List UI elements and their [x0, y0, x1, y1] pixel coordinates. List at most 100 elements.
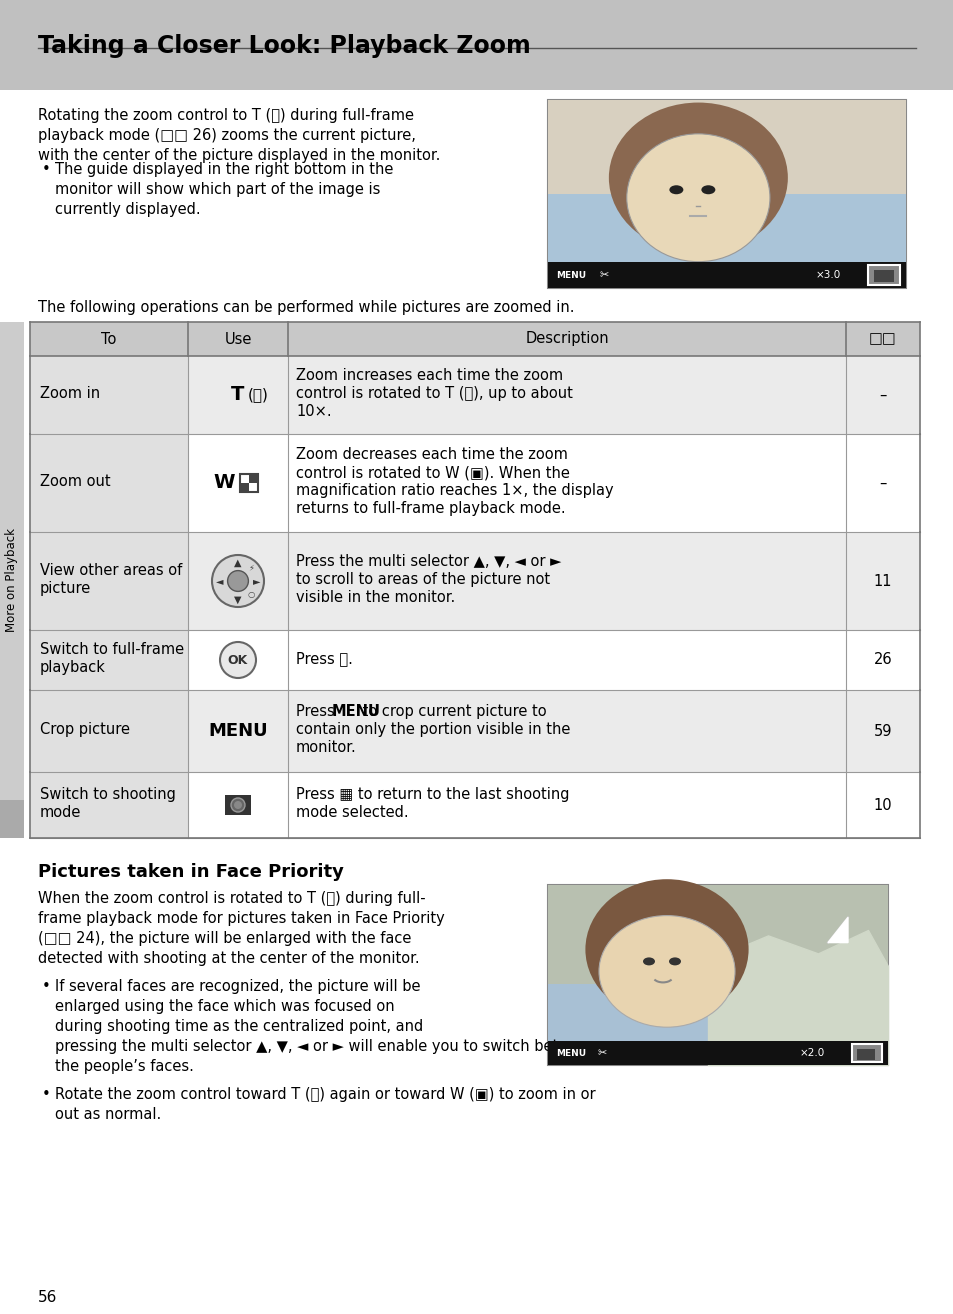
- Text: Taking a Closer Look: Playback Zoom: Taking a Closer Look: Playback Zoom: [38, 34, 530, 58]
- Text: MENU: MENU: [208, 721, 268, 740]
- Bar: [547, 1041, 887, 1066]
- Bar: [0, 322, 24, 838]
- Text: –: –: [879, 388, 885, 402]
- Bar: [851, 1045, 882, 1062]
- Text: The guide displayed in the right bottom in the: The guide displayed in the right bottom …: [55, 162, 393, 177]
- Text: Description: Description: [525, 331, 608, 347]
- Ellipse shape: [669, 185, 682, 194]
- Text: ×2.0: ×2.0: [800, 1049, 824, 1058]
- Bar: [30, 356, 919, 434]
- Text: enlarged using the face which was focused on: enlarged using the face which was focuse…: [55, 999, 395, 1014]
- Text: Pictures taken in Face Priority: Pictures taken in Face Priority: [38, 863, 343, 880]
- Bar: [547, 886, 887, 984]
- Text: monitor will show which part of the image is: monitor will show which part of the imag…: [55, 183, 380, 197]
- Text: MENU: MENU: [332, 704, 380, 719]
- Polygon shape: [827, 917, 847, 942]
- Text: 10×.: 10×.: [295, 403, 332, 419]
- Text: picture: picture: [40, 581, 91, 597]
- Bar: [0, 0, 953, 89]
- Bar: [30, 532, 919, 629]
- Text: ⚡: ⚡: [248, 564, 253, 573]
- Text: (Ⓣ): (Ⓣ): [248, 388, 269, 402]
- Bar: [0, 800, 24, 838]
- Text: The following operations can be performed while pictures are zoomed in.: The following operations can be performe…: [38, 300, 574, 315]
- Text: Press ▦ to return to the last shooting: Press ▦ to return to the last shooting: [295, 787, 569, 802]
- Text: Zoom decreases each time the zoom: Zoom decreases each time the zoom: [295, 447, 567, 463]
- Text: monitor.: monitor.: [295, 740, 356, 756]
- Circle shape: [212, 555, 264, 607]
- Text: 56: 56: [38, 1290, 57, 1305]
- Bar: [856, 1049, 874, 1060]
- Text: –: –: [879, 476, 885, 490]
- Text: contain only the portion visible in the: contain only the portion visible in the: [295, 721, 570, 737]
- Bar: [30, 434, 919, 532]
- Bar: [547, 194, 905, 288]
- Circle shape: [228, 570, 248, 591]
- Text: ▼: ▼: [234, 595, 241, 604]
- Text: during shooting time as the centralized point, and: during shooting time as the centralized …: [55, 1018, 423, 1034]
- Bar: [30, 629, 919, 690]
- Text: More on Playback: More on Playback: [6, 528, 18, 632]
- Text: (□□ 24), the picture will be enlarged with the face: (□□ 24), the picture will be enlarged wi…: [38, 932, 411, 946]
- Bar: [249, 474, 257, 484]
- Text: Crop picture: Crop picture: [40, 721, 130, 737]
- Text: Rotating the zoom control to T (Ⓣ) during full-frame: Rotating the zoom control to T (Ⓣ) durin…: [38, 108, 414, 124]
- Text: MENU: MENU: [556, 1049, 585, 1058]
- Text: frame playback mode for pictures taken in Face Priority: frame playback mode for pictures taken i…: [38, 911, 444, 926]
- Circle shape: [233, 802, 242, 809]
- Text: To: To: [101, 331, 116, 347]
- Ellipse shape: [585, 879, 748, 1020]
- Text: T: T: [231, 385, 244, 405]
- Text: If several faces are recognized, the picture will be: If several faces are recognized, the pic…: [55, 979, 420, 993]
- Ellipse shape: [598, 916, 734, 1028]
- Bar: [240, 474, 257, 491]
- Text: 26: 26: [873, 653, 891, 668]
- Text: ○: ○: [248, 590, 254, 599]
- Text: playback mode (□□ 26) zooms the current picture,: playback mode (□□ 26) zooms the current …: [38, 127, 416, 143]
- Text: When the zoom control is rotated to T (Ⓣ) during full-: When the zoom control is rotated to T (Ⓣ…: [38, 891, 425, 905]
- Text: the people’s faces.: the people’s faces.: [55, 1059, 193, 1074]
- Text: Switch to shooting: Switch to shooting: [40, 787, 175, 802]
- Bar: [30, 356, 188, 434]
- Bar: [30, 322, 919, 356]
- Ellipse shape: [608, 102, 787, 254]
- Text: 11: 11: [873, 573, 891, 589]
- Text: OK: OK: [228, 653, 248, 666]
- Text: pressing the multi selector ▲, ▼, ◄ or ► will enable you to switch between: pressing the multi selector ▲, ▼, ◄ or ►…: [55, 1039, 597, 1054]
- Text: 10: 10: [873, 798, 891, 812]
- Text: returns to full-frame playback mode.: returns to full-frame playback mode.: [295, 501, 565, 516]
- Bar: [240, 795, 248, 800]
- Bar: [867, 265, 899, 285]
- Text: 59: 59: [873, 724, 891, 738]
- Text: ►: ►: [253, 576, 260, 586]
- Text: ✂: ✂: [599, 269, 609, 280]
- Circle shape: [220, 643, 255, 678]
- Text: Zoom out: Zoom out: [40, 474, 111, 489]
- Bar: [240, 484, 249, 491]
- Bar: [225, 795, 251, 815]
- Bar: [30, 629, 188, 690]
- Bar: [873, 269, 893, 283]
- Text: to crop current picture to: to crop current picture to: [357, 704, 546, 719]
- Text: currently displayed.: currently displayed.: [55, 202, 200, 217]
- Bar: [547, 886, 887, 1066]
- Text: to scroll to areas of the picture not: to scroll to areas of the picture not: [295, 572, 550, 587]
- Text: ▲: ▲: [234, 557, 241, 568]
- Text: •: •: [42, 162, 51, 177]
- Text: Press the multi selector ▲, ▼, ◄ or ►: Press the multi selector ▲, ▼, ◄ or ►: [295, 555, 560, 569]
- Bar: [547, 100, 905, 288]
- Text: playback: playback: [40, 660, 106, 675]
- Text: Zoom in: Zoom in: [40, 386, 100, 401]
- Text: □□: □□: [868, 331, 896, 347]
- Text: out as normal.: out as normal.: [55, 1106, 161, 1122]
- Text: Press Ⓢ.: Press Ⓢ.: [295, 650, 353, 666]
- Text: •: •: [42, 979, 51, 993]
- Text: with the center of the picture displayed in the monitor.: with the center of the picture displayed…: [38, 148, 440, 163]
- Bar: [547, 984, 887, 1066]
- Bar: [30, 773, 919, 838]
- Text: detected with shooting at the center of the monitor.: detected with shooting at the center of …: [38, 951, 419, 966]
- Text: ✂: ✂: [598, 1049, 607, 1058]
- Text: MENU: MENU: [556, 271, 585, 280]
- Text: View other areas of: View other areas of: [40, 562, 182, 578]
- Text: •: •: [42, 1087, 51, 1102]
